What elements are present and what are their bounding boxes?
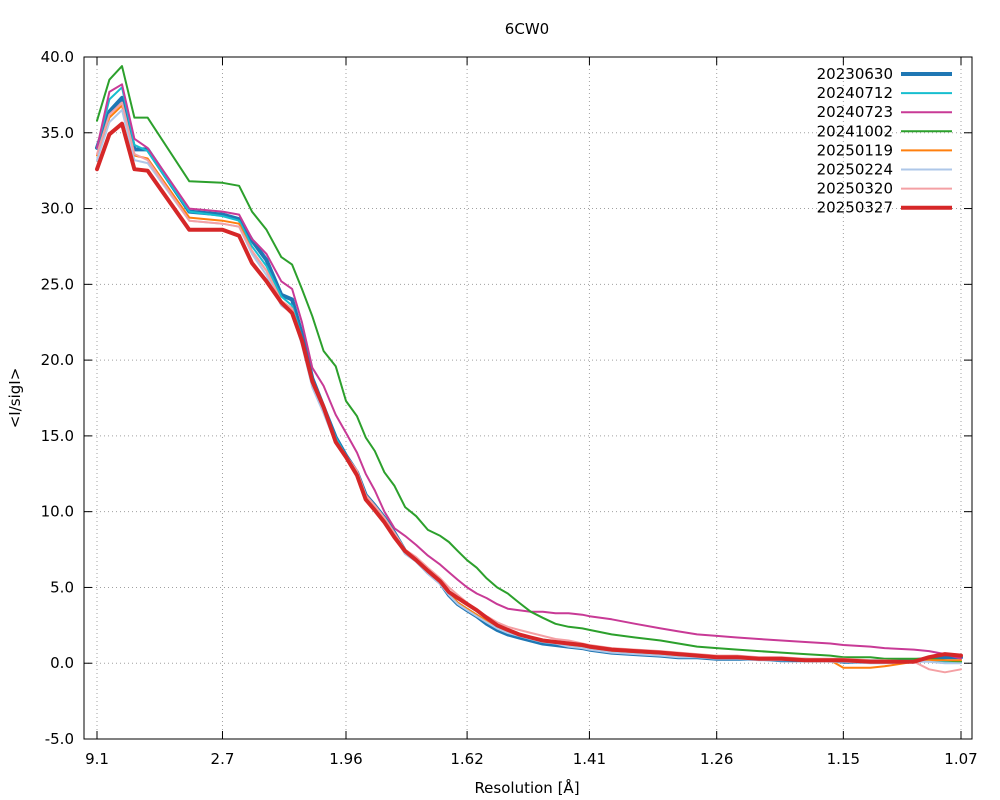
legend-label: 20240712: [817, 84, 893, 102]
legend-label: 20250224: [817, 161, 893, 179]
legend-label: 20250119: [817, 141, 893, 159]
legend: 2023063020240712202407232024100220250119…: [817, 65, 952, 217]
y-axis-label: <I/sigI>: [6, 368, 24, 429]
legend-label: 20250327: [817, 199, 893, 217]
x-tick-label: 1.07: [944, 750, 977, 768]
legend-label: 20250320: [817, 180, 893, 198]
series-line-20241002: [96, 65, 962, 663]
y-tick-label: 20.0: [41, 351, 74, 369]
legend-label: 20230630: [817, 65, 893, 83]
grid: [84, 57, 972, 739]
y-tick-label: 0.0: [50, 654, 74, 672]
x-tick-label: 2.7: [211, 750, 235, 768]
y-tick-label: 15.0: [41, 427, 74, 445]
series-lines: [95, 65, 963, 674]
series-line-20240723: [96, 83, 962, 660]
y-tick-label: 30.0: [41, 200, 74, 218]
y-tick-label: 40.0: [41, 48, 74, 66]
y-tick-label: 25.0: [41, 275, 74, 293]
y-tick-label: 35.0: [41, 124, 74, 142]
chart-title: 6CW0: [505, 20, 549, 38]
legend-label: 20240723: [817, 103, 893, 121]
x-tick-label: 1.96: [329, 750, 362, 768]
x-tick-label: 9.1: [85, 750, 109, 768]
x-axis-label: Resolution [Å]: [474, 778, 579, 797]
legend-label: 20241002: [817, 122, 893, 140]
x-tick-label: 1.41: [573, 750, 606, 768]
axis-ticks: -5.0 0.0 5.0 10.0 15.0 20.0 25.0 30.0 35.0 40.0 9.…: [41, 48, 978, 768]
plot-area: [83, 56, 973, 740]
y-tick-label: 10.0: [41, 503, 74, 521]
x-tick-label: 1.15: [827, 750, 860, 768]
y-tick-label: 5.0: [50, 578, 74, 596]
y-tick-label: -5.0: [45, 730, 74, 748]
x-tick-label: 1.26: [700, 750, 733, 768]
series-line-20250327: [95, 121, 963, 664]
x-tick-label: 1.62: [450, 750, 483, 768]
